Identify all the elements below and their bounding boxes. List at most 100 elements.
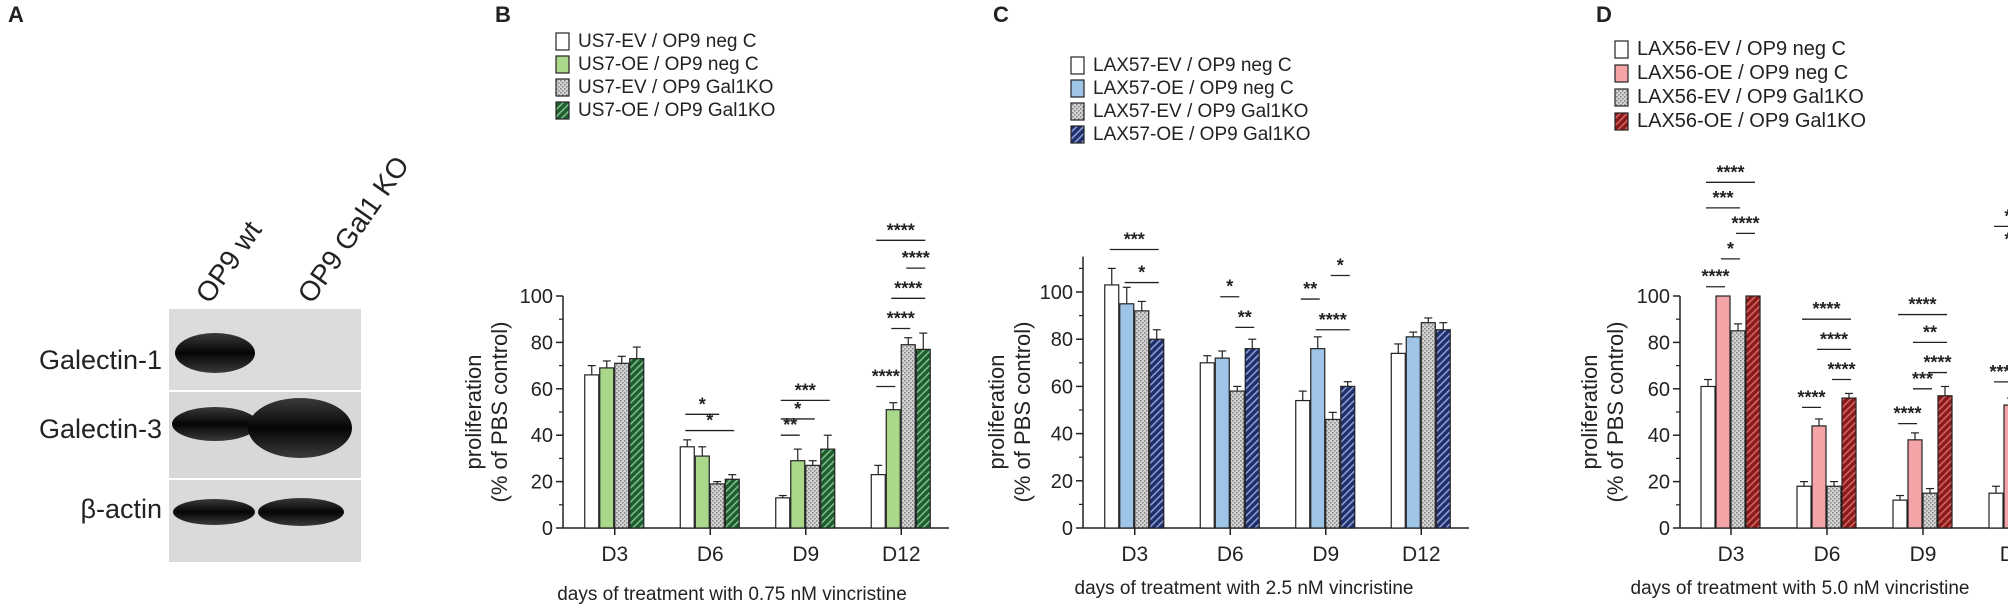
bar-c-3-3 [1435,329,1451,529]
bar-c-2-2 [1325,418,1341,529]
category-label-b-0: D3 [601,543,628,566]
panel-letter-b: B [495,2,511,27]
bar-b-0-3 [629,358,645,529]
sig-label-d-12: ** [1923,322,1937,342]
sig-label-d-6: **** [1797,387,1825,407]
sig-label-d-18: **** [2004,206,2008,226]
sig-label-c-2: ** [1238,307,1252,327]
sig-label-c-0: * [1138,263,1145,283]
y-tick-label-c-2: 40 [1051,424,1073,446]
sig-label-d-11: **** [1923,353,1951,373]
legend-label-c-1: LAX57-OE / OP9 neg C [1093,78,1294,99]
y-tick-label-b-4: 80 [531,332,553,354]
legend-label-d-0: LAX56-EV / OP9 neg C [1637,38,1846,60]
bar-c-0-0 [1104,284,1120,529]
category-label-b-3: D12 [882,543,921,566]
y-axis-label-line2-d: (% of PBS control) [1603,322,1628,503]
y-axis-label-line2-b: (% of PBS control) [487,322,512,503]
panel-letter-a: A [8,2,24,27]
bar-d-0-3 [1745,295,1761,529]
y-tick-label-b-3: 60 [531,379,553,401]
sig-label-b-6: **** [887,308,915,328]
band-actin-wt [173,499,255,525]
row-label-galectin-3: Galectin-3 [39,414,162,444]
y-tick-label-c-5: 100 [1040,282,1073,304]
sig-label-b-0: * [706,411,713,431]
y-tick-label-c-1: 20 [1051,471,1073,493]
bar-d-2-0 [1892,499,1908,529]
bar-c-0-1 [1119,303,1135,529]
y-tick-label-b-1: 20 [531,472,553,494]
legend-label-c-3: LAX57-OE / OP9 Gal1KO [1093,124,1311,145]
y-tick-label-d-5: 100 [1637,286,1670,308]
bar-b-1-0 [679,446,695,529]
legend-swatch-d-0 [1614,40,1629,59]
sig-label-d-10: *** [1912,369,1933,389]
legend-swatch-c-1 [1070,79,1085,98]
y-tick-label-c-4: 80 [1051,329,1073,351]
sig-label-d-5: **** [1827,360,1855,380]
bar-b-3-2 [900,344,916,529]
lane-label-wt: OP9 wt [190,215,268,308]
lane-label-gal1ko: OP9 Gal1 KO [292,150,416,308]
bar-c-3-1 [1405,336,1421,529]
category-label-c-1: D6 [1217,543,1244,566]
y-tick-label-c-3: 60 [1051,376,1073,398]
bar-b-2-3 [820,448,836,529]
bar-d-3-1 [2003,404,2008,529]
bar-c-2-0 [1295,399,1311,529]
bar-c-2-3 [1340,385,1356,529]
sig-label-d-7: **** [1820,329,1848,349]
legend-label-b-2: US7-EV / OP9 Gal1KO [578,77,773,98]
y-axis-label-d: proliferation(% of PBS control) [1577,322,1628,503]
sig-label-b-7: **** [894,278,922,298]
sig-label-c-3: * [1226,277,1233,297]
bar-c-1-2 [1229,390,1245,529]
bar-b-2-2 [805,464,821,529]
y-tick-label-b-0: 0 [542,518,553,540]
sig-label-b-3: * [794,399,801,419]
x-axis-label-c: days of treatment with 2.5 nM vincristin… [1075,578,1414,599]
y-tick-label-d-2: 40 [1648,425,1670,447]
bar-b-0-2 [614,362,630,529]
sig-label-b-9: **** [887,220,915,240]
bar-c-3-0 [1390,352,1406,529]
legend-label-b-3: US7-OE / OP9 Gal1KO [578,100,775,121]
legend-label-d-2: LAX56-EV / OP9 Gal1KO [1637,86,1864,108]
sig-label-c-6: * [1337,255,1344,275]
legend-label-b-1: US7-OE / OP9 neg C [578,54,759,75]
row-label-galectin-1: Galectin-1 [39,345,162,375]
legend-label-d-1: LAX56-OE / OP9 neg C [1637,62,1848,84]
bar-d-2-3 [1937,395,1953,529]
bar-b-1-2 [709,483,725,529]
bar-c-0-2 [1134,310,1150,529]
legend-swatch-b-1 [555,55,570,74]
category-label-c-2: D9 [1312,543,1339,566]
bar-b-3-3 [915,348,931,529]
sig-label-d-2: **** [1731,213,1759,233]
legend-swatch-b-2 [555,78,570,97]
bar-d-1-3 [1841,397,1857,529]
bar-c-1-1 [1214,357,1230,529]
bar-c-3-2 [1420,322,1436,529]
legend-swatch-d-2 [1614,88,1629,107]
sig-label-b-1: * [699,394,706,414]
y-axis-label-b: proliferation(% of PBS control) [461,322,512,503]
bar-b-0-0 [584,374,600,529]
bar-d-0-2 [1730,330,1746,529]
sig-label-b-5: **** [872,366,900,386]
legend-label-b-0: US7-EV / OP9 neg C [578,31,756,52]
category-label-d-2: D9 [1910,543,1937,566]
category-label-b-2: D9 [792,543,819,566]
bar-b-2-1 [790,460,806,529]
sig-label-d-1: * [1727,239,1734,259]
legend-swatch-c-2 [1070,102,1085,121]
legend-swatch-c-3 [1070,125,1085,144]
bar-b-1-1 [694,455,710,529]
y-axis-label-line1-d: proliferation [1577,355,1602,470]
category-label-c-3: D12 [1402,543,1441,566]
bar-b-1-3 [724,478,740,529]
bar-c-0-3 [1149,338,1165,529]
